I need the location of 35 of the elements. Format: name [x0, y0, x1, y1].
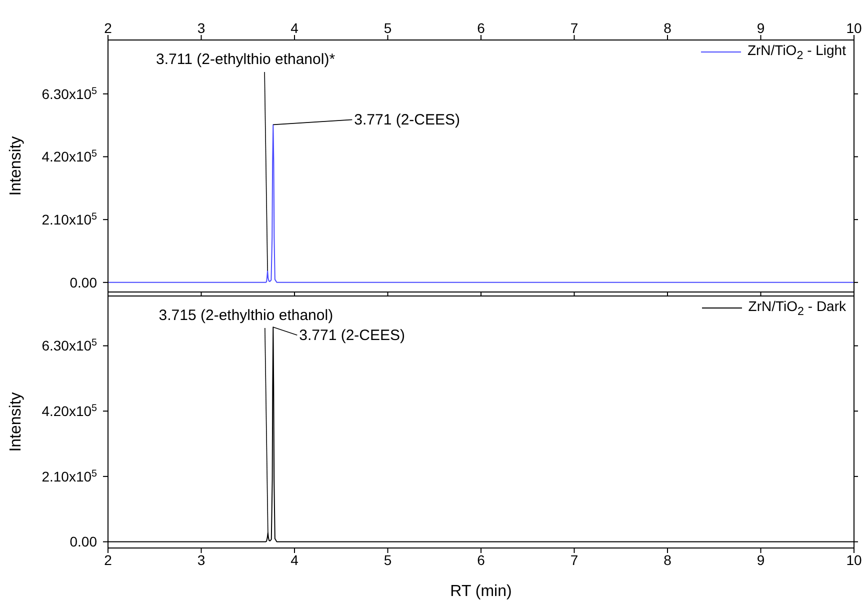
x-tick-label: 6 — [477, 552, 486, 568]
y-tick-label: 4.20x10$^{5}$ — [42, 148, 98, 165]
y-tick-label: 6.30x10$^{5}$ — [42, 85, 98, 102]
y-axis-title: Intensity — [8, 392, 25, 452]
x2-tick-label: 7 — [570, 20, 578, 36]
legend-label: ZrN/TiO$_{2}$ - Light — [747, 42, 846, 62]
x-tick-label: 8 — [664, 552, 672, 568]
x-tick-label: 9 — [756, 552, 765, 568]
annotation: 3.711 (2-ethylthio ethanol)* — [156, 51, 336, 68]
y-axis-title: Intensity — [8, 136, 25, 196]
annotation: 3.771 (2-CEES) — [299, 327, 406, 344]
x2-tick-label: 4 — [290, 20, 299, 36]
x2-tick-label: 6 — [477, 20, 486, 36]
x2-tick-label: 8 — [664, 20, 672, 36]
x2-tick-label: 5 — [384, 20, 392, 36]
x-tick-label: 2 — [104, 552, 112, 568]
annotation: 3.715 (2-ethylthio ethanol) — [158, 307, 334, 324]
y-tick-label: 4.20x10$^{5}$ — [42, 402, 98, 420]
x-tick-label: 7 — [570, 552, 578, 568]
y-tick-label: 0.00 — [70, 534, 98, 550]
x-tick-label: 5 — [384, 552, 392, 568]
x-tick-label: 4 — [290, 552, 299, 568]
x-tick-label: 3 — [197, 552, 206, 568]
x2-tick-label: 9 — [756, 20, 765, 36]
y-tick-label: 2.10x10$^{5}$ — [42, 210, 98, 228]
x2-tick-label: 10 — [846, 20, 862, 36]
legend-label: ZrN/TiO$_{2}$ - Dark — [748, 298, 846, 318]
x2-tick-label: 2 — [104, 20, 112, 36]
y-tick-label: 2.10x10$^{5}$ — [42, 468, 98, 484]
y-tick-label: 0.00 — [70, 274, 98, 290]
annotation: 3.771 (2-CEES) — [354, 112, 460, 129]
y-tick-label: 6.30x10$^{5}$ — [42, 337, 98, 354]
x2-tick-label: 3 — [197, 20, 206, 36]
x-tick-label: 10 — [846, 552, 862, 568]
x-axis-title: RT (min) — [450, 583, 512, 600]
